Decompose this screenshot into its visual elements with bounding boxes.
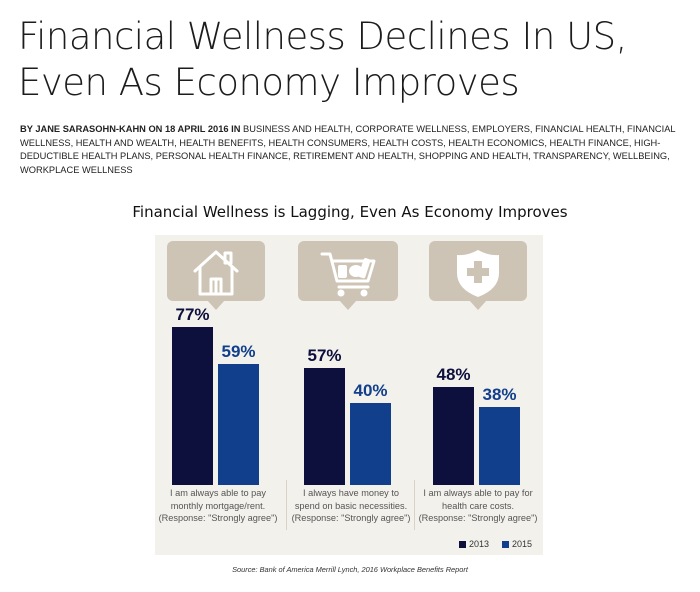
- bar-2013-cat3: [433, 386, 474, 485]
- divider-left: [286, 480, 287, 530]
- bar-2015-cat1: [218, 364, 259, 485]
- bar-2015-cat2: [350, 403, 391, 485]
- bar-2013-cat1: [172, 327, 213, 485]
- bar-value-label-2015-cat3: 38%: [482, 385, 517, 405]
- house-icon-bubble: [167, 241, 265, 310]
- category-label-2: I always have money to spend on basic ne…: [291, 488, 411, 523]
- house-icon: [193, 250, 239, 296]
- bar-value-label-2013-cat1: 77%: [175, 305, 210, 325]
- shield-plus-icon: [457, 250, 499, 297]
- category-label-3: I am always able to pay for health care …: [418, 488, 538, 523]
- shopping-cart-icon: [320, 252, 376, 297]
- bar-value-label-2013-cat2: 57%: [307, 346, 342, 366]
- bar-value-label-2013-cat3: 48%: [436, 364, 471, 384]
- headline-line-1: Financial Wellness Declines In US,: [18, 15, 627, 58]
- divider-right: [414, 480, 415, 530]
- legend-swatch-2015: [502, 541, 509, 548]
- chart-source: Source: Bank of America Merrill Lynch, 2…: [232, 565, 468, 574]
- bar-2015-cat3: [479, 407, 520, 485]
- chart-title: Financial Wellness is Lagging, Even As E…: [132, 203, 568, 221]
- category-label-1: I am always able to pay monthly mortgage…: [158, 488, 278, 523]
- shield-icon-bubble: [429, 241, 527, 310]
- bar-value-label-2015-cat2: 40%: [353, 381, 388, 400]
- byline-categories[interactable]: BUSINESS AND HEALTH, CORPORATE WELLNESS,…: [20, 124, 676, 175]
- byline: BY JANE SARASOHN-KAHN ON 18 APRIL 2016 I…: [20, 123, 680, 177]
- legend-2013: 2013: [459, 539, 489, 549]
- bar-2013-cat2: [304, 368, 345, 485]
- legend-swatch-2013: [459, 541, 466, 548]
- headline-line-2: Even As Economy Improves: [18, 61, 520, 104]
- cart-icon-bubble: [298, 241, 398, 310]
- byline-author-date: BY JANE SARASOHN-KAHN ON 18 APRIL 2016 I…: [20, 124, 241, 134]
- chart-panel: 77% 57% 48% 59% 40% 38% I am always able to p…: [155, 235, 543, 555]
- article-headline: Financial Wellness Declines In US, Even …: [18, 14, 688, 106]
- legend-2015: 2015: [502, 539, 532, 549]
- bar-value-label-2015-cat1: 59%: [221, 342, 256, 362]
